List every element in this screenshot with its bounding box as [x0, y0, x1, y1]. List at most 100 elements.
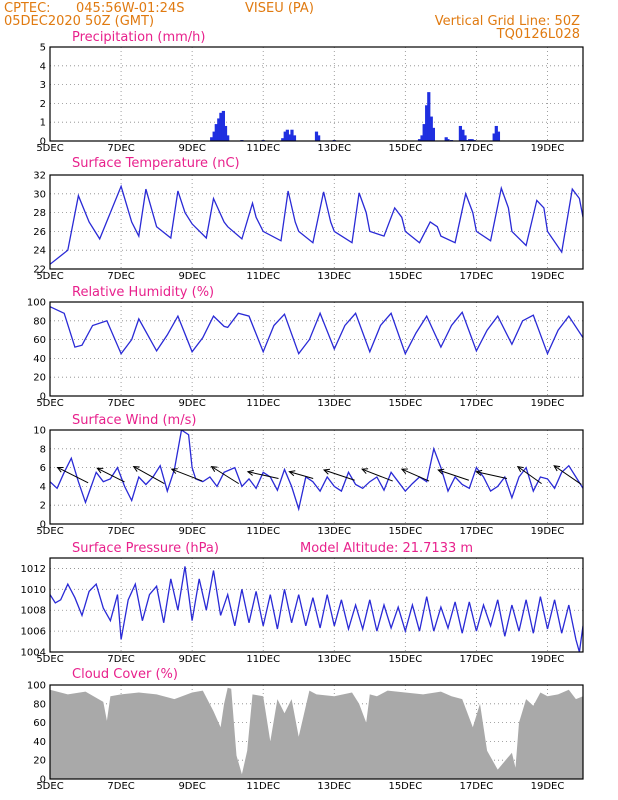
wind-arrow-head — [400, 468, 408, 475]
precip-bar — [468, 139, 472, 141]
y-tick-label: 22 — [33, 265, 46, 276]
x-tick-label: 13DEC — [317, 526, 351, 537]
panel-precipitation: Precipitation (mm/h) 0 1 2 3 4 5 5DEC 7DEC 9DEC 1… — [36, 30, 615, 154]
x-tick-label: 19DEC — [531, 398, 565, 409]
wind-arrow-head — [437, 468, 445, 475]
y-tick-label: 1008 — [21, 606, 46, 617]
wind-arrow-head — [170, 468, 178, 474]
y-tick-label: 60 — [33, 335, 46, 346]
precip-bar — [601, 132, 604, 141]
y-tick-label: 3 — [40, 80, 46, 91]
wind-arrow — [171, 468, 203, 482]
y-tick-label: 24 — [33, 246, 46, 257]
series-line — [50, 306, 583, 356]
series-line — [50, 566, 583, 652]
x-tick-label: 19DEC — [531, 526, 565, 537]
precip-bar — [425, 105, 429, 141]
precip-bar — [603, 122, 606, 141]
y-tick-label: 1 — [40, 118, 46, 129]
x-tick-label: 7DEC — [107, 654, 134, 665]
y-tick-label: 8 — [40, 444, 46, 455]
wind-arrow-head — [96, 467, 104, 474]
precip-bar — [223, 125, 228, 141]
precip-bar — [446, 139, 450, 141]
x-tick-label: 5DEC — [36, 143, 63, 154]
wind-arrow — [361, 468, 393, 482]
panel-cloud-cover: Cloud Cover (%) 0 20 40 60 80 100 5DEC 7DEC 9DEC… — [27, 667, 584, 792]
precip-bar — [470, 139, 474, 141]
x-tick-label: 15DEC — [388, 526, 422, 537]
wind-arrow — [476, 471, 508, 480]
y-tick-label: 80 — [33, 699, 46, 710]
plot-area — [210, 92, 615, 141]
x-tick-label: 9DEC — [178, 781, 205, 792]
wind-arrow-head — [210, 466, 218, 472]
wind-arrow-head — [246, 469, 254, 476]
panel-temperature: Surface Temperature (nC) 22 24 26 28 30 32 5DE… — [33, 156, 584, 282]
wind-arrow — [133, 466, 165, 485]
wind-arrow-head — [288, 470, 296, 477]
plot-area — [50, 184, 583, 265]
panel-frame — [49, 301, 584, 397]
precip-bar — [444, 137, 448, 141]
precip-bar — [599, 137, 602, 141]
header-source: CPTEC: — [4, 1, 51, 16]
wind-arrow-head — [361, 468, 369, 474]
precip-bar — [608, 105, 611, 141]
y-tick-label: 0 — [40, 520, 46, 531]
y-tick-label: 100 — [27, 681, 46, 692]
panel-frame — [49, 684, 584, 780]
x-tick-label: 11DEC — [246, 526, 280, 537]
y-tick-label: 26 — [33, 227, 46, 238]
precip-bar — [431, 127, 436, 141]
wind-arrow — [517, 466, 542, 485]
wind-arrow — [57, 467, 89, 484]
wind-arrow — [553, 465, 582, 485]
x-tick-label: 13DEC — [317, 271, 351, 282]
y-tick-label: 80 — [33, 316, 46, 327]
x-tick-label: 5DEC — [36, 526, 63, 537]
x-tick-label: 9DEC — [178, 526, 205, 537]
precip-bar — [496, 131, 501, 141]
y-tick-label: 40 — [33, 354, 46, 365]
y-tick-label: 6 — [40, 463, 46, 474]
series-line — [50, 430, 583, 512]
wind-arrow-head — [553, 465, 561, 472]
x-tick-label: 11DEC — [246, 143, 280, 154]
precip-bar — [219, 112, 223, 141]
panel-title: Relative Humidity (%) — [72, 285, 214, 300]
x-tick-label: 7DEC — [107, 781, 134, 792]
y-tick-label: 30 — [33, 189, 46, 200]
precip-bar — [494, 125, 498, 141]
y-tick-label: 20 — [33, 756, 46, 767]
y-tick-label: 32 — [33, 171, 46, 182]
panel-pressure: Surface Pressure (hPa) Model Altitude: 2… — [21, 541, 584, 665]
x-tick-label: 13DEC — [317, 143, 351, 154]
precip-bar — [285, 129, 289, 141]
precip-bar — [214, 124, 218, 141]
precip-bar — [612, 124, 615, 141]
wind-arrow-head — [516, 465, 524, 473]
y-tick-label: 1010 — [21, 585, 46, 596]
panel-title: Precipitation (mm/h) — [72, 30, 205, 45]
precip-bar — [217, 118, 221, 141]
x-tick-label: 19DEC — [531, 781, 565, 792]
precip-bar — [461, 129, 465, 141]
y-tick-label: 2 — [40, 99, 46, 110]
wind-arrow-head — [475, 469, 483, 476]
panel-frame — [49, 557, 584, 653]
y-tick-label: 1006 — [21, 627, 46, 638]
y-tick-label: 20 — [33, 373, 46, 384]
y-tick-label: 0 — [40, 137, 46, 148]
y-tick-label: 2 — [40, 501, 46, 512]
header-code: TQ0126L028 — [496, 27, 580, 42]
precip-bar — [221, 110, 226, 141]
x-tick-label: 13DEC — [317, 398, 351, 409]
x-tick-label: 13DEC — [317, 781, 351, 792]
y-tick-label: 4 — [40, 61, 46, 72]
x-tick-label: 9DEC — [178, 654, 205, 665]
panel-title: Surface Pressure (hPa) — [72, 541, 219, 556]
wind-arrow-head — [132, 466, 140, 472]
precip-bar — [606, 109, 609, 141]
